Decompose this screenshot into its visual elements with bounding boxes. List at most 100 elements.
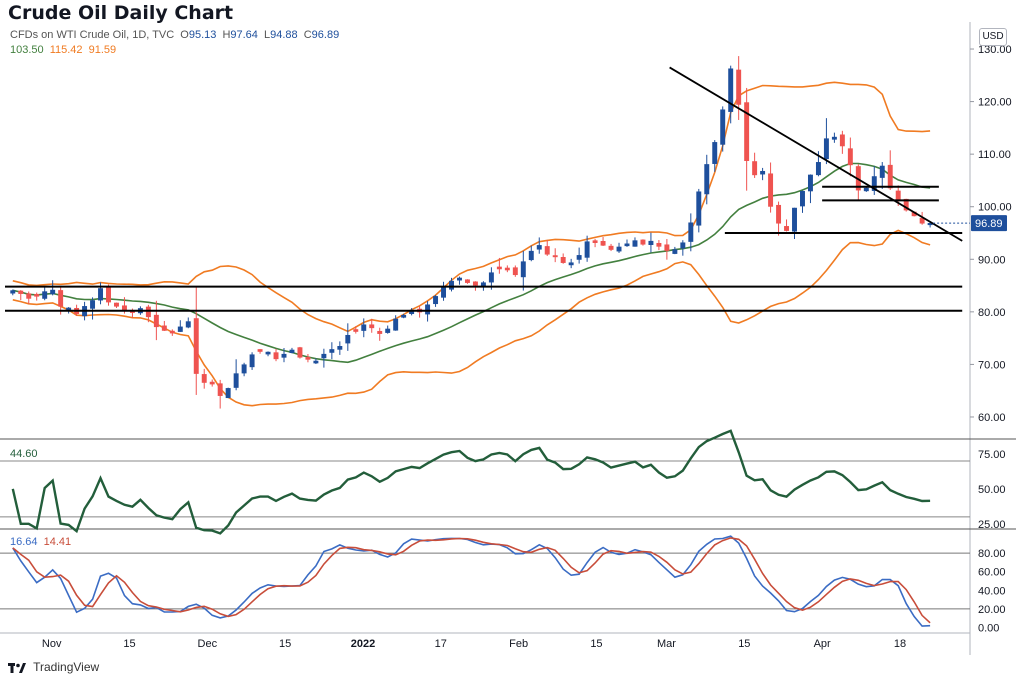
candle-down <box>114 302 119 308</box>
price-tick-label: 90.00 <box>978 254 1006 266</box>
candle-body <box>720 109 726 145</box>
candle-down <box>377 327 383 341</box>
candle-body <box>281 353 287 358</box>
candle-body <box>433 296 439 305</box>
candle-body <box>98 288 104 301</box>
candle-body <box>752 161 758 176</box>
stoch-tick-label: 80.00 <box>978 548 1006 560</box>
candle-body <box>768 173 774 207</box>
candle-body <box>193 318 199 374</box>
time-tick-label: 2022 <box>351 638 375 650</box>
candle-body <box>688 222 694 242</box>
candle-body <box>201 374 207 383</box>
candle-body <box>648 240 654 245</box>
candle-body <box>409 311 415 315</box>
candle-body <box>903 198 909 211</box>
time-tick-label: 15 <box>123 638 135 650</box>
time-tick-label: Apr <box>814 638 831 650</box>
candle-up <box>616 242 622 253</box>
rsi-value: 44.60 <box>10 448 38 460</box>
stoch-d-line <box>12 537 931 624</box>
candle-body <box>464 279 470 283</box>
candle-body <box>241 364 247 374</box>
candle-body <box>568 262 574 266</box>
candle-body <box>401 315 407 318</box>
stoch-tick-label: 20.00 <box>978 604 1006 616</box>
candle-up <box>672 246 678 255</box>
candle-body <box>161 325 167 331</box>
time-tick-label: Mar <box>657 638 676 650</box>
candle-up <box>760 167 766 181</box>
stoch-d-value: 14.41 <box>43 536 72 548</box>
candle-up <box>281 347 287 363</box>
currency-button[interactable]: USD <box>979 28 1007 46</box>
candle-body <box>129 311 135 313</box>
candle-down <box>217 379 223 409</box>
candle-body <box>624 243 630 247</box>
candle-down <box>209 379 215 387</box>
candle-down <box>656 240 662 251</box>
candle-body <box>393 318 399 331</box>
candle-body <box>273 352 279 360</box>
ohlc-low: L94.88 <box>263 29 298 41</box>
candle-up <box>927 222 933 228</box>
candle-body <box>616 246 622 252</box>
ohlc-high: H97.64 <box>222 29 258 41</box>
candle-body <box>584 241 590 258</box>
candle-down <box>752 152 758 178</box>
price-tick-label: 70.00 <box>978 359 1006 371</box>
legend-bollinger-row: 103.50 115.42 91.59 <box>10 44 119 56</box>
candle-down <box>201 368 207 389</box>
tradingview-logo-icon <box>8 662 26 673</box>
candle-down <box>353 326 359 334</box>
candle-body <box>353 329 359 332</box>
candle-up <box>313 358 319 365</box>
candle-up <box>265 351 271 357</box>
candle-body <box>449 280 454 290</box>
candle-up <box>680 240 686 256</box>
candle-down <box>855 164 861 200</box>
candle-body <box>18 290 24 294</box>
candle-body <box>919 217 925 224</box>
candle-down <box>145 304 151 323</box>
candle-down <box>297 346 303 359</box>
candle-body <box>329 349 335 353</box>
symbol-name: CFDs on WTI Crude Oil, 1D, TVC <box>10 29 175 41</box>
candle-up <box>871 166 877 195</box>
candle-up <box>185 317 191 329</box>
candle-body <box>560 257 566 263</box>
candle-down <box>193 286 199 395</box>
candle-up <box>289 347 295 354</box>
candle-body <box>807 174 813 192</box>
candle-up <box>401 313 407 319</box>
candle-body <box>42 291 48 299</box>
candle-down <box>273 348 279 362</box>
candle-down <box>768 162 774 213</box>
time-tick-label: 17 <box>435 638 447 650</box>
candle-up <box>361 318 367 338</box>
rsi-tick-label: 50.00 <box>978 484 1006 496</box>
candle-up <box>329 342 335 360</box>
candle-up <box>441 281 447 301</box>
price-tick-label: 110.00 <box>978 149 1011 161</box>
candle-body <box>839 134 845 147</box>
candle-up <box>624 239 630 247</box>
ohlc-open: O95.13 <box>180 29 217 41</box>
candle-down <box>464 279 470 284</box>
candle-up <box>800 190 805 213</box>
candle-body <box>488 272 494 283</box>
candle-down <box>305 353 311 363</box>
candle-up <box>345 323 351 351</box>
candle-body <box>656 242 662 247</box>
candle-body <box>600 241 606 246</box>
bb-basis-value: 103.50 <box>10 44 44 56</box>
candle-down <box>257 349 263 354</box>
candle-body <box>257 349 263 352</box>
legend-rsi-row: 44.60 <box>10 448 41 460</box>
candle-up <box>648 232 654 253</box>
candle-up <box>879 162 885 189</box>
candle-body <box>728 68 734 112</box>
candle-down <box>776 201 782 236</box>
candle-body <box>911 211 917 217</box>
